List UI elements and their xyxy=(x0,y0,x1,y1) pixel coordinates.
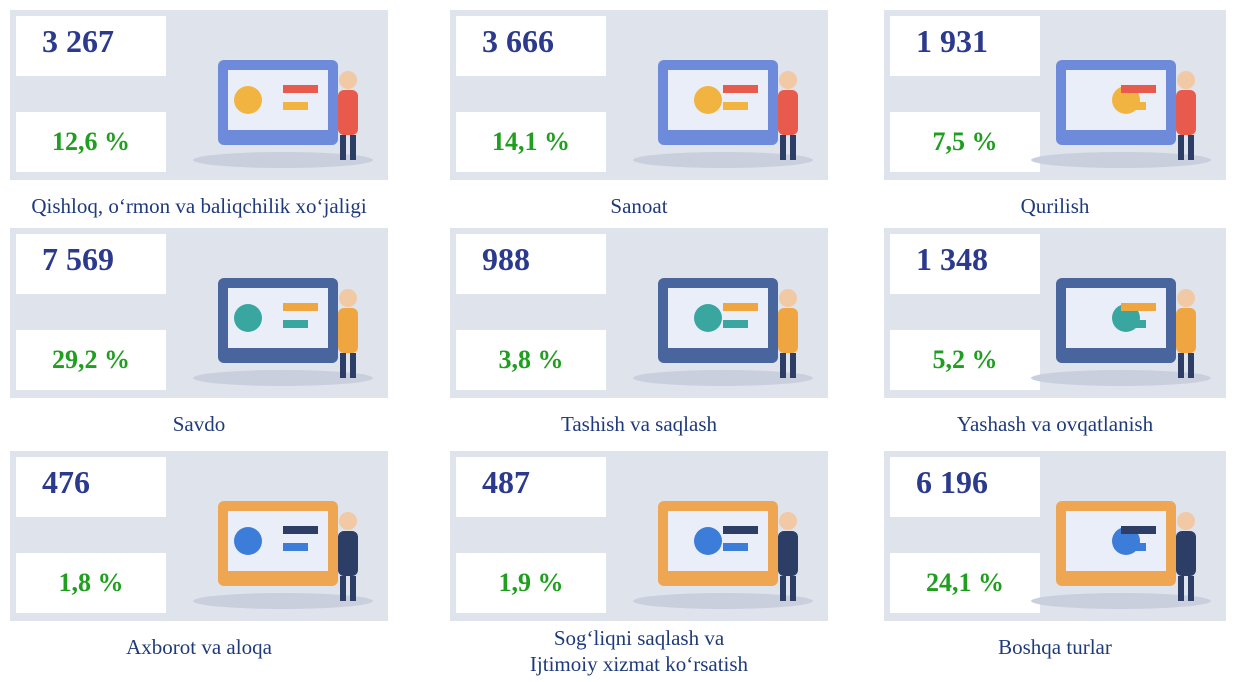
category-label: Qishloq, o‘rmon va baliqchilik xo‘jaligi xyxy=(0,193,408,219)
value: 6 196 xyxy=(890,457,1040,517)
category-label: Boshqa turlar xyxy=(864,634,1238,660)
card: 6 196 24,1 % xyxy=(884,451,1226,621)
label-line: Sog‘liqni saqlash va xyxy=(553,626,725,650)
card: 988 3,8 % xyxy=(450,228,828,398)
value: 487 xyxy=(456,457,606,517)
category-label: Tashish va saqlash xyxy=(430,411,848,437)
illustration xyxy=(1031,60,1211,168)
percent: 5,2 % xyxy=(890,330,1040,390)
value: 988 xyxy=(456,234,606,294)
card: 487 1,9 % xyxy=(450,451,828,621)
value: 3 267 xyxy=(16,16,166,76)
category-label: Sanoat xyxy=(430,193,848,219)
card: 1 931 7,5 % xyxy=(884,10,1226,180)
value: 476 xyxy=(16,457,166,517)
illustration xyxy=(633,60,813,168)
illustration xyxy=(1031,278,1211,386)
value: 3 666 xyxy=(456,16,606,76)
card: 3 267 12,6 % xyxy=(10,10,388,180)
category-label: Savdo xyxy=(0,411,408,437)
card: 476 1,8 % xyxy=(10,451,388,621)
percent: 3,8 % xyxy=(456,330,606,390)
percent: 1,9 % xyxy=(456,553,606,613)
illustration xyxy=(193,60,373,168)
percent: 24,1 % xyxy=(890,553,1040,613)
card: 3 666 14,1 % xyxy=(450,10,828,180)
label-line: Sanoat xyxy=(610,194,668,218)
category-label: Yashash va ovqatlanish xyxy=(864,411,1238,437)
percent: 29,2 % xyxy=(16,330,166,390)
percent: 1,8 % xyxy=(16,553,166,613)
category-label: Sog‘liqni saqlash va Ijtimoiy xizmat ko‘r… xyxy=(430,625,848,677)
label-line: Savdo xyxy=(172,412,226,436)
value: 7 569 xyxy=(16,234,166,294)
value: 1 348 xyxy=(890,234,1040,294)
card: 1 348 5,2 % xyxy=(884,228,1226,398)
illustration xyxy=(193,278,373,386)
illustration xyxy=(1031,501,1211,609)
label-line: Qurilish xyxy=(1020,194,1090,218)
category-label: Qurilish xyxy=(864,193,1238,219)
label-line: Boshqa turlar xyxy=(998,635,1112,659)
card: 7 569 29,2 % xyxy=(10,228,388,398)
illustration xyxy=(193,501,373,609)
value: 1 931 xyxy=(890,16,1040,76)
category-label: Axborot va aloqa xyxy=(0,634,408,660)
label-line: Qishloq, o‘rmon va baliqchilik xo‘jaligi xyxy=(31,194,367,218)
label-line: Ijtimoiy xizmat ko‘rsatish xyxy=(529,652,749,676)
percent: 14,1 % xyxy=(456,112,606,172)
label-line: Tashish va saqlash xyxy=(560,412,717,436)
illustration xyxy=(633,278,813,386)
illustration xyxy=(633,501,813,609)
label-line: Axborot va aloqa xyxy=(126,635,272,659)
percent: 7,5 % xyxy=(890,112,1040,172)
percent: 12,6 % xyxy=(16,112,166,172)
label-line: Yashash va ovqatlanish xyxy=(956,412,1154,436)
